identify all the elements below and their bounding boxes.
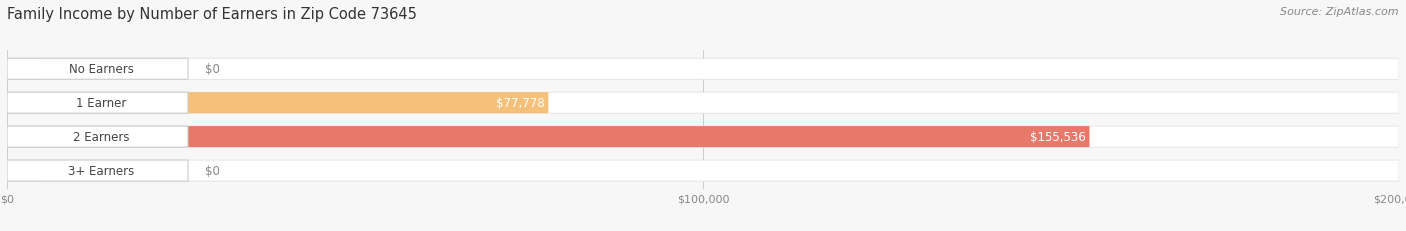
FancyBboxPatch shape	[7, 127, 1399, 148]
FancyBboxPatch shape	[7, 93, 188, 114]
FancyBboxPatch shape	[7, 127, 188, 148]
FancyBboxPatch shape	[7, 93, 548, 114]
Text: No Earners: No Earners	[69, 63, 134, 76]
Text: $155,536: $155,536	[1029, 131, 1085, 143]
FancyBboxPatch shape	[7, 127, 1090, 148]
Text: Family Income by Number of Earners in Zip Code 73645: Family Income by Number of Earners in Zi…	[7, 7, 418, 22]
Text: 1 Earner: 1 Earner	[76, 97, 127, 110]
FancyBboxPatch shape	[7, 59, 42, 80]
FancyBboxPatch shape	[7, 160, 42, 181]
Text: $77,778: $77,778	[495, 97, 544, 110]
FancyBboxPatch shape	[7, 59, 1399, 80]
Text: 2 Earners: 2 Earners	[73, 131, 129, 143]
FancyBboxPatch shape	[7, 160, 188, 181]
Text: $0: $0	[205, 63, 219, 76]
Text: 3+ Earners: 3+ Earners	[67, 164, 134, 177]
Text: Source: ZipAtlas.com: Source: ZipAtlas.com	[1281, 7, 1399, 17]
FancyBboxPatch shape	[7, 93, 1399, 114]
Text: $0: $0	[205, 164, 219, 177]
FancyBboxPatch shape	[7, 59, 188, 80]
FancyBboxPatch shape	[7, 160, 1399, 181]
